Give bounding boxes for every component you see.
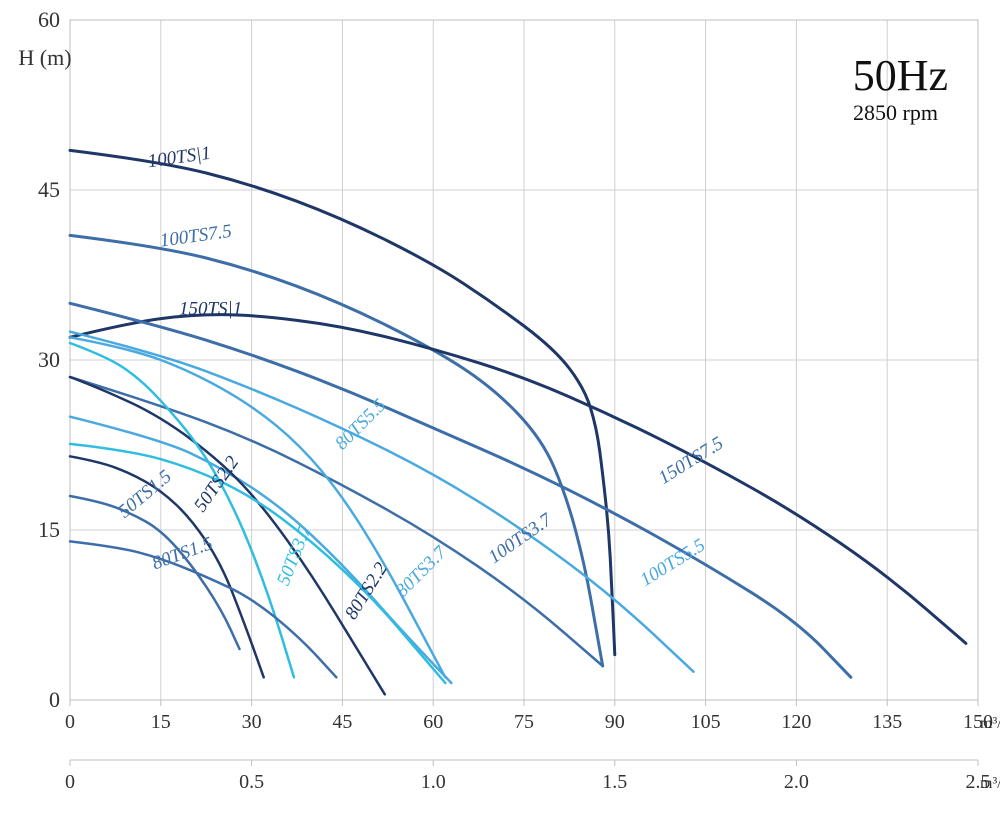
title-rpm: 2850 rpm [853, 100, 938, 125]
x2-axis-unit: m³/min [980, 775, 1000, 792]
x2-tick-label: 1.0 [421, 771, 446, 793]
x-tick-label: 30 [242, 711, 262, 733]
x2-tick-label: 2.0 [784, 771, 809, 793]
y-tick-label: 45 [38, 177, 60, 202]
x-tick-label: 45 [332, 711, 352, 733]
x-tick-label: 60 [423, 711, 443, 733]
y-tick-label: 15 [38, 517, 60, 542]
x-tick-label: 135 [872, 711, 902, 733]
y-axis-label: H (m) [18, 45, 71, 70]
y-tick-label: 60 [38, 7, 60, 32]
x-tick-label: 75 [514, 711, 534, 733]
x-tick-label: 0 [65, 711, 75, 733]
chart-background [0, 0, 1000, 831]
x-axis-unit: m³/h [980, 715, 1000, 732]
y-tick-label: 0 [49, 687, 60, 712]
curve-label-150TS11: 150TS|1 [179, 299, 242, 320]
title-block: 50Hz2850 rpm [853, 51, 948, 125]
x2-tick-label: 0.5 [239, 771, 264, 793]
x-tick-label: 120 [781, 711, 811, 733]
title-hz: 50Hz [853, 51, 948, 100]
y-tick-label: 30 [38, 347, 60, 372]
x2-tick-label: 1.5 [602, 771, 627, 793]
x-tick-label: 105 [691, 711, 721, 733]
x-tick-label: 90 [605, 711, 625, 733]
x-tick-label: 15 [151, 711, 171, 733]
x2-tick-label: 0 [65, 771, 75, 793]
pump-curve-chart: 100TS|1100TS7.5150TS|1150TS7.5100TS5.510… [0, 0, 1000, 831]
